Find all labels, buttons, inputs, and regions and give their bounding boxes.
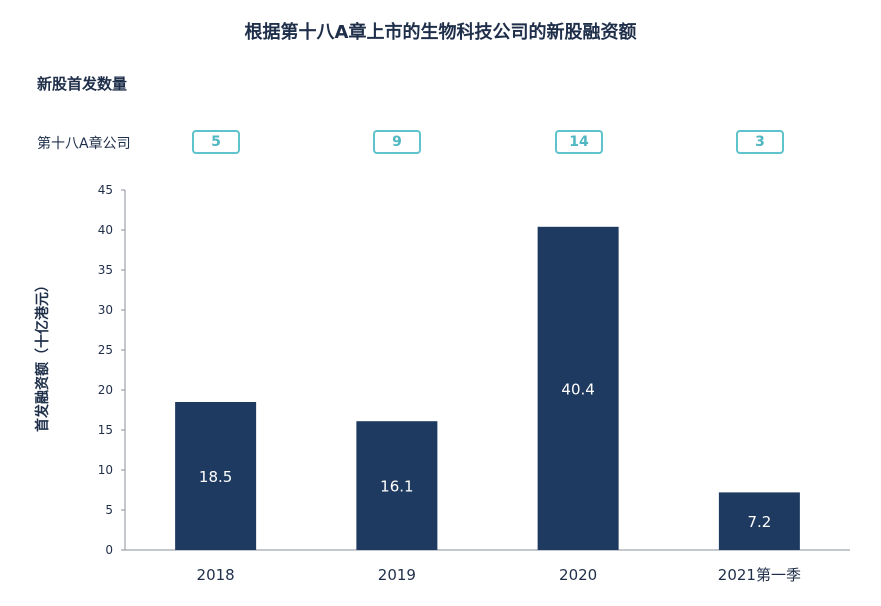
bar <box>718 492 800 550</box>
y-tick-label: 45 <box>98 183 113 197</box>
bar-value-label: 18.5 <box>199 468 232 486</box>
chart-title: 根据第十八A章上市的生物科技公司的新股融资额 <box>244 22 637 43</box>
count-badge-2021q1: 3 <box>736 130 784 154</box>
y-tick-label: 35 <box>98 263 113 277</box>
x-tick-label: 2020 <box>559 566 597 584</box>
y-tick-label: 30 <box>98 303 113 317</box>
bar <box>175 402 257 550</box>
y-tick-label: 25 <box>98 343 113 357</box>
bar-value-label: 40.4 <box>561 380 594 398</box>
bar <box>356 421 438 550</box>
y-tick-label: 5 <box>105 503 113 517</box>
y-tick-label: 10 <box>98 463 113 477</box>
y-tick-label: 15 <box>98 423 113 437</box>
x-tick-label: 2019 <box>378 566 416 584</box>
y-tick-label: 40 <box>98 223 113 237</box>
bar-value-label: 16.1 <box>380 478 413 496</box>
count-row-label: 第十八A章公司 <box>37 136 131 152</box>
x-tick-label: 2018 <box>197 566 235 584</box>
count-badge-2018: 5 <box>192 130 240 154</box>
bar <box>537 226 619 551</box>
bar-value-label: 7.2 <box>747 513 771 531</box>
x-tick-label: 2021第一季 <box>718 566 801 584</box>
section-title: 新股首发数量 <box>37 75 128 93</box>
y-tick-label: 20 <box>98 383 113 397</box>
count-badge-2019: 9 <box>373 130 421 154</box>
y-tick-label: 0 <box>105 543 113 557</box>
count-badge-2020: 14 <box>555 130 603 154</box>
